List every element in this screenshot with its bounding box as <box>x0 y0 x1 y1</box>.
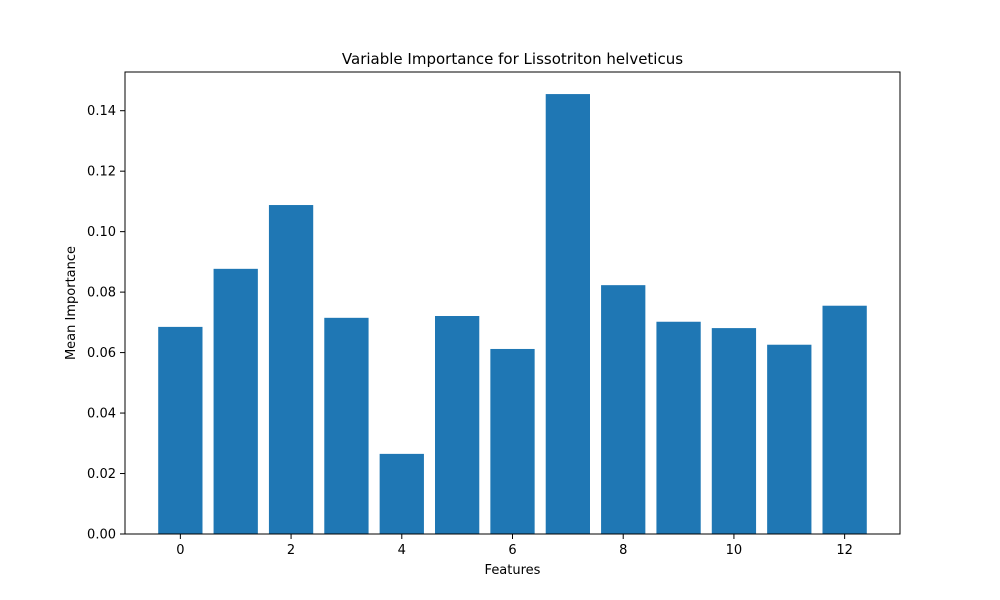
bar-feature-0 <box>158 326 203 534</box>
bar-feature-2 <box>268 205 314 534</box>
y-axis-label: Mean Importance <box>64 246 79 360</box>
bars-group <box>158 94 867 534</box>
x-tick-label: 4 <box>398 543 406 558</box>
y-tick-label: 0.00 <box>87 528 116 543</box>
x-tick-label: 8 <box>619 543 627 558</box>
y-tick-label: 0.12 <box>87 165 116 180</box>
bar-feature-11 <box>767 344 812 534</box>
bar-feature-9 <box>656 321 701 534</box>
y-tick-label: 0.04 <box>87 407 116 422</box>
y-tick-label: 0.02 <box>87 467 116 482</box>
y-axis-ticks: 0.00 0.02 0.04 0.06 0.08 0.10 0.12 0.14 <box>87 104 125 543</box>
plot-frame <box>124 71 901 535</box>
bar-feature-4 <box>379 453 424 534</box>
bar-feature-10 <box>711 328 757 534</box>
x-axis-label: Features <box>485 563 541 578</box>
bar-feature-12 <box>822 305 867 534</box>
bar-feature-7 <box>545 94 590 534</box>
x-tick-label: 2 <box>287 543 295 558</box>
x-axis-ticks: 0 2 4 6 8 10 12 <box>176 534 853 558</box>
bar-feature-8 <box>601 285 646 534</box>
chart-title: Variable Importance for Lissotriton helv… <box>342 50 683 68</box>
y-tick-label: 0.06 <box>87 346 116 361</box>
bar-feature-1 <box>213 268 258 534</box>
y-tick-label: 0.08 <box>87 286 116 301</box>
x-tick-label: 12 <box>836 543 853 558</box>
x-tick-label: 6 <box>508 543 516 558</box>
x-tick-label: 10 <box>726 543 743 558</box>
x-tick-label: 0 <box>176 543 184 558</box>
y-tick-label: 0.14 <box>87 104 116 119</box>
bar-feature-3 <box>324 317 369 534</box>
bar-feature-5 <box>435 316 480 534</box>
y-tick-label: 0.10 <box>87 225 116 240</box>
bar-feature-6 <box>490 348 535 534</box>
